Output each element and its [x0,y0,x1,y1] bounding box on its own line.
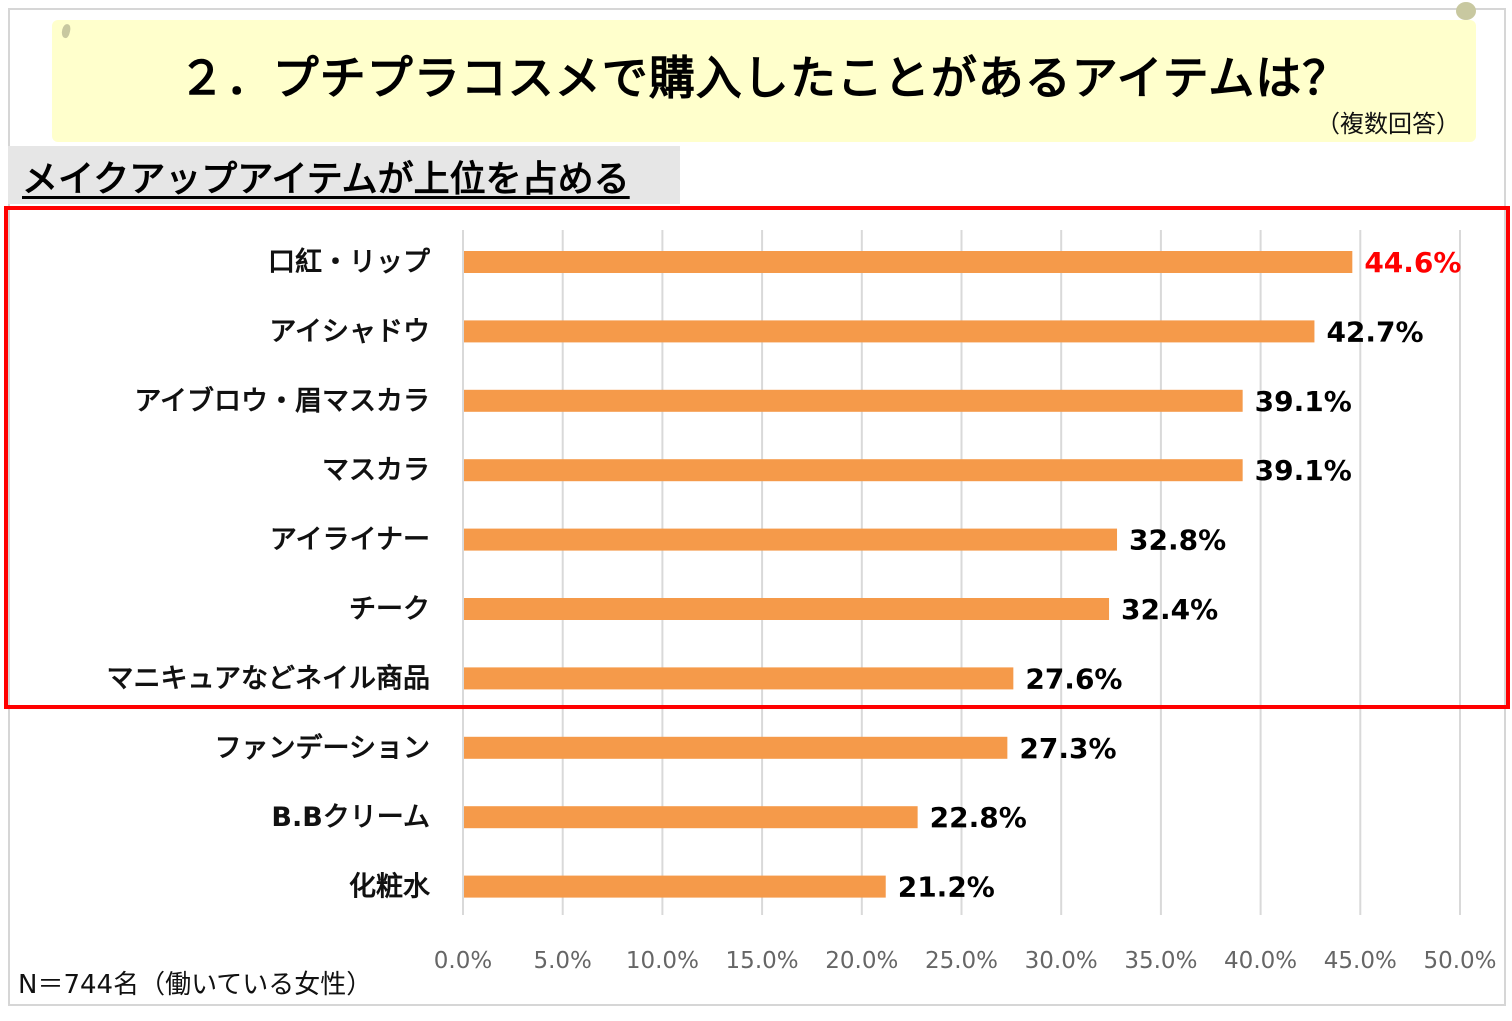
bar [464,251,1353,273]
banner-curl-right-icon [1456,2,1476,20]
x-tick-label: 10.0% [626,948,699,974]
category-label: アイライナー [270,525,430,556]
category-label: アイブロウ・眉マスカラ [134,385,430,417]
category-labels: 口紅・リップアイシャドウアイブロウ・眉マスカラマスカラアイライナーチークマニキュ… [107,247,431,903]
x-tick-label: 30.0% [1025,948,1098,974]
x-tick-label: 40.0% [1224,948,1297,974]
category-label: B.Bクリーム [271,802,430,833]
category-label: チーク [349,594,430,625]
x-tick-label: 35.0% [1124,948,1197,974]
value-label: 21.2% [898,871,995,904]
value-labels: 44.6% 42.7% 39.1% 39.1% 32.8% 32.4% 27.6% 27.3%… [898,246,1462,904]
value-label: 44.6% [1364,246,1461,279]
bar [464,528,1118,551]
bars [464,251,1353,898]
title-banner [52,20,1476,142]
x-axis-tick-labels: 0.0% 5.0% 10.0% 15.0% 20.0% 25.0% 30.0% 35.0% 40… [434,948,1497,974]
sample-size-footnote: N＝744名（働いている女性） [18,970,373,1000]
category-label: 化粧水 [349,872,431,903]
value-label: 22.8% [930,801,1027,834]
category-label: アイシャドウ [269,316,430,347]
x-tick-label: 45.0% [1324,948,1397,974]
category-label: マニキュアなどネイル商品 [107,663,430,694]
value-label: 39.1% [1255,454,1352,487]
bar [464,598,1110,620]
category-label: マスカラ [322,455,430,486]
bar [464,736,1008,759]
category-label: ファンデーション [215,732,430,764]
bar [464,389,1243,412]
value-label: 42.7% [1326,315,1423,348]
category-label: 口紅・リップ [268,247,431,278]
value-label: 32.4% [1121,593,1218,626]
chart-title: ２．プチプラコスメで購入したことがあるアイテムは？ [178,51,1350,105]
value-label: 27.6% [1025,662,1122,695]
x-tick-label: 50.0% [1423,948,1496,974]
bar [464,459,1243,482]
bar [464,320,1315,343]
gridlines [462,230,1461,915]
multiple-answer-note: （複数回答） [1316,110,1460,138]
x-tick-label: 25.0% [925,948,998,974]
x-tick-label: 5.0% [533,948,591,974]
value-label: 32.8% [1129,524,1226,557]
value-label: 27.3% [1019,732,1116,765]
bar [464,806,918,829]
x-tick-label: 20.0% [825,948,898,974]
x-tick-label: 15.0% [726,948,799,974]
bar [464,875,886,898]
subtitle-box [8,146,680,204]
value-label: 39.1% [1255,385,1352,418]
bar [464,667,1014,690]
chart-subtitle: メイクアップアイテムが上位を占める [22,159,630,200]
x-tick-label: 0.0% [434,948,492,974]
slide-frame [8,8,1506,1006]
